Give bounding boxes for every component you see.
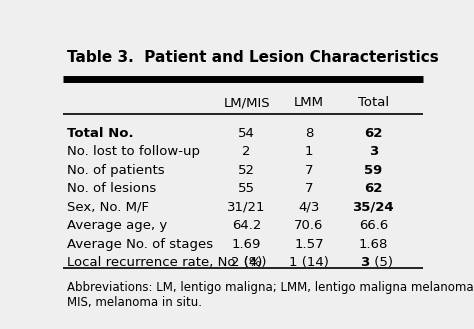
Text: 52: 52	[238, 164, 255, 177]
Text: 1.68: 1.68	[359, 238, 388, 251]
Text: 54: 54	[238, 127, 255, 140]
Text: 64.2: 64.2	[232, 219, 261, 232]
Text: 62: 62	[364, 127, 383, 140]
Text: Table 3.  Patient and Lesion Characteristics: Table 3. Patient and Lesion Characterist…	[66, 50, 438, 64]
Text: 1: 1	[305, 145, 313, 158]
Text: 7: 7	[305, 182, 313, 195]
Text: 7: 7	[305, 164, 313, 177]
Text: 2 (4): 2 (4)	[231, 256, 262, 269]
Text: 62: 62	[364, 182, 383, 195]
Text: LMM: LMM	[294, 96, 324, 110]
Text: Sex, No. M/F: Sex, No. M/F	[66, 201, 148, 214]
Text: 35/24: 35/24	[353, 201, 394, 214]
Text: 31/21: 31/21	[228, 201, 266, 214]
Text: Local recurrence rate, No. (%): Local recurrence rate, No. (%)	[66, 256, 266, 269]
Text: No. of lesions: No. of lesions	[66, 182, 156, 195]
Text: 1 (14): 1 (14)	[289, 256, 329, 269]
Text: 59: 59	[364, 164, 383, 177]
Text: Abbreviations: LM, lentigo maligna; LMM, lentigo maligna melanoma;
MIS, melanoma: Abbreviations: LM, lentigo maligna; LMM,…	[66, 281, 474, 309]
Text: 1.57: 1.57	[294, 238, 324, 251]
Text: No. of patients: No. of patients	[66, 164, 164, 177]
Text: 3: 3	[360, 256, 370, 269]
Text: 1.69: 1.69	[232, 238, 261, 251]
Text: Average No. of stages: Average No. of stages	[66, 238, 213, 251]
Text: Average age, y: Average age, y	[66, 219, 167, 232]
Text: LM/MIS: LM/MIS	[223, 96, 270, 110]
Text: (5): (5)	[370, 256, 392, 269]
Text: Total: Total	[358, 96, 389, 110]
Text: Total No.: Total No.	[66, 127, 133, 140]
Text: 66.6: 66.6	[359, 219, 388, 232]
Text: 8: 8	[305, 127, 313, 140]
Text: 2: 2	[242, 145, 251, 158]
Text: 4/3: 4/3	[298, 201, 320, 214]
Text: No. lost to follow-up: No. lost to follow-up	[66, 145, 200, 158]
Text: 3: 3	[369, 145, 378, 158]
Text: 55: 55	[238, 182, 255, 195]
Text: 70.6: 70.6	[294, 219, 324, 232]
